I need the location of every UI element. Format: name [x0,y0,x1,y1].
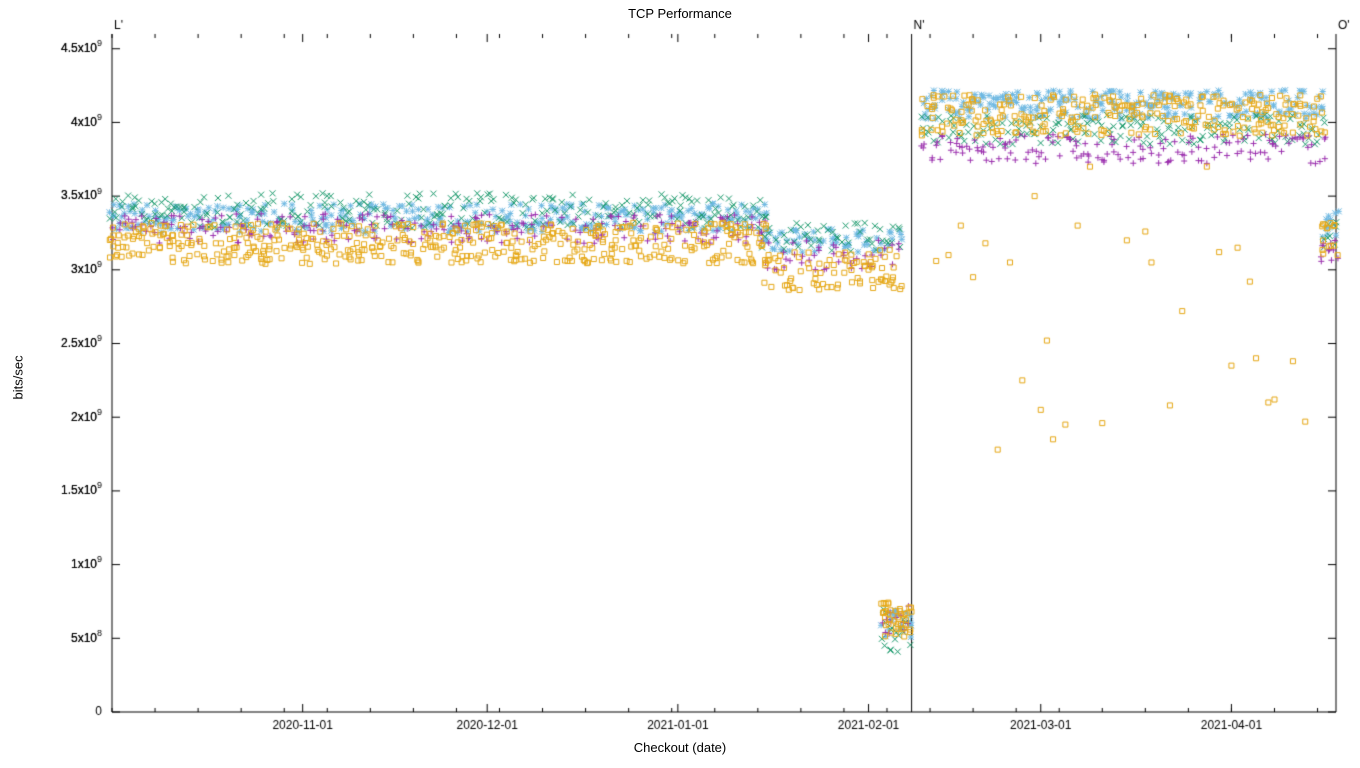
y-axis-label: bits/sec [11,355,26,399]
chart-canvas [0,0,1360,768]
x-axis-label: Checkout (date) [0,740,1360,755]
chart-container: TCP Performance bits/sec Checkout (date) [0,0,1360,768]
chart-title: TCP Performance [0,6,1360,21]
